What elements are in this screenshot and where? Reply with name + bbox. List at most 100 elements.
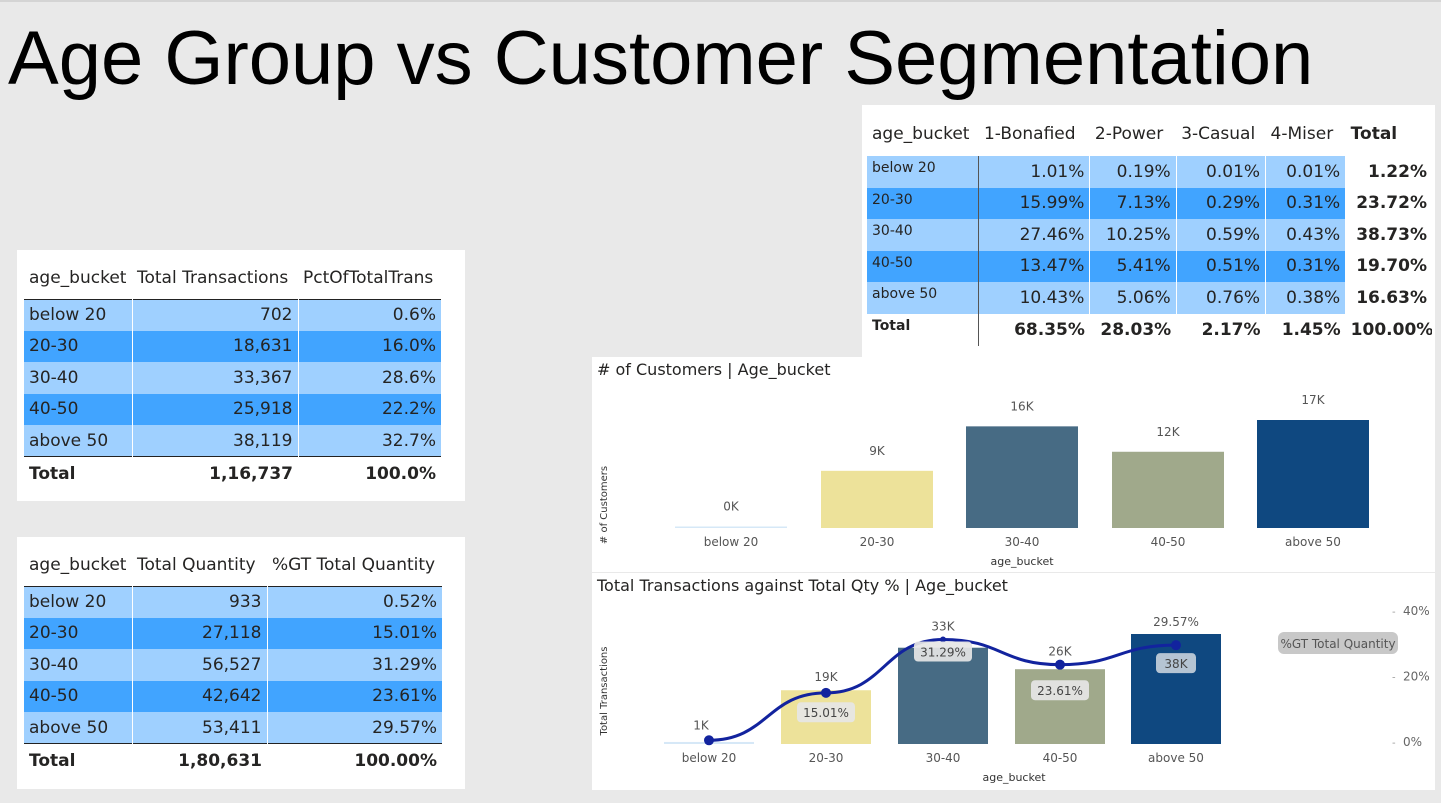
line-data-label: 23.61% [1037, 684, 1083, 698]
customers-chart-ylabel: # of Customers [599, 466, 610, 544]
y2-tick-label: 0% [1403, 735, 1422, 749]
table-cell: 33,367 [131, 362, 298, 394]
column-header[interactable]: age_bucket [29, 555, 127, 576]
line-data-label: 31.29% [920, 646, 966, 660]
table-cell: 0.59% [1175, 219, 1266, 251]
table-cell: 5.06% [1089, 282, 1177, 314]
segment-matrix-card: age_bucket 1-Bonafied 2-Power 3-Casual 4-Mis… [862, 105, 1435, 357]
table-cell: 31.29% [266, 649, 442, 681]
page-title: Age Group vs Customer Segmentation [8, 16, 1314, 101]
table-cell: above 50 [29, 717, 109, 738]
table-row: above 50 38,119 32.7% [24, 425, 441, 457]
table-cell: 0.43% [1265, 219, 1346, 251]
line-series [708, 638, 1177, 742]
table-cell: 40-50 [29, 686, 79, 707]
column-header[interactable]: age_bucket [872, 124, 970, 144]
table-row: 30-40 33,367 28.6% [24, 362, 441, 394]
transactions-table-card: age_bucket Total Transactions PctOfTotalTr… [17, 250, 465, 501]
table-cell: 53,411 [131, 712, 267, 744]
table-row: 30-40 27.46% 10.25% 0.59% 0.43% 38.73% [867, 219, 1432, 251]
line-point [1055, 659, 1065, 670]
customers-chart-xlabel: age_bucket [990, 555, 1054, 568]
table-cell: 0.52% [266, 586, 442, 618]
total-cell: 100.00% [354, 750, 437, 771]
column-header[interactable]: age_bucket [29, 268, 127, 289]
y2-tick-mark: - [1392, 607, 1396, 618]
column-header[interactable]: 3-Casual [1181, 124, 1256, 144]
table-cell: 0.76% [1175, 282, 1266, 314]
table-cell: 30-40 [867, 219, 980, 251]
table-cell: below 20 [867, 156, 980, 188]
table-cell: 30-40 [29, 367, 79, 388]
data-label: 17K [1301, 393, 1325, 407]
table-cell: 10.25% [1089, 219, 1177, 251]
column-header[interactable]: Total Transactions [137, 268, 289, 289]
column-header[interactable]: PctOfTotalTrans [303, 268, 434, 289]
table-cell: 19.70% [1345, 250, 1432, 282]
table-cell: 16.0% [297, 330, 441, 362]
total-cell: 100.0% [365, 463, 436, 484]
bar [1257, 420, 1369, 528]
table-cell: 42,642 [131, 680, 267, 712]
tick-label: above 50 [1148, 751, 1204, 765]
y2-tick-mark: - [1392, 673, 1396, 684]
top-border [0, 0, 1441, 2]
tick-label: 20-30 [860, 535, 895, 549]
table-cell: 15.01% [266, 617, 442, 649]
tick-label: 30-40 [1005, 535, 1040, 549]
table-cell: 0.01% [1265, 156, 1346, 188]
tick-label: 20-30 [809, 751, 844, 765]
table-cell: 40-50 [29, 399, 79, 420]
data-label: 9K [869, 444, 886, 458]
bar [1112, 451, 1224, 528]
transactions-qty-chart: Total Transactions age_bucket below 20 20… [599, 604, 1430, 784]
table-cell: 23.72% [1345, 187, 1432, 219]
table-row: below 20 702 0.6% [24, 299, 441, 331]
total-row: Total 1,16,737 100.0% [24, 456, 441, 491]
column-header[interactable]: 2-Power [1094, 124, 1164, 144]
table-cell: 28.6% [297, 362, 441, 394]
table-row: 40-50 25,918 22.2% [24, 393, 441, 425]
table-row: 40-50 13.47% 5.41% 0.51% 0.31% 19.70% [867, 250, 1432, 282]
tick-label: 30-40 [926, 751, 961, 765]
table-cell: 22.2% [297, 393, 441, 425]
table-cell: above 50 [867, 282, 980, 314]
bar [1131, 634, 1221, 744]
table-cell: 20-30 [867, 187, 980, 219]
column-header[interactable]: Total Quantity [137, 555, 256, 576]
table-cell: 30-40 [29, 654, 79, 675]
table-cell: 16.63% [1345, 282, 1432, 314]
tick-label: 40-50 [1151, 535, 1186, 549]
line-data-label: 29.57% [1153, 615, 1199, 629]
table-cell: 7.13% [1089, 187, 1177, 219]
line-data-label: 15.01% [803, 706, 849, 720]
y2-tick-mark: - [1392, 738, 1396, 749]
table-cell: 27.46% [978, 219, 1090, 251]
tick-label: below 20 [682, 751, 737, 765]
table-cell: 0.29% [1175, 187, 1266, 219]
data-label-badge [1156, 653, 1196, 674]
legend-badge [1278, 632, 1398, 654]
column-header[interactable]: Total [1350, 124, 1398, 144]
total-cell: Total [29, 750, 76, 771]
total-cell: 28.03% [1100, 319, 1172, 340]
segment-matrix: age_bucket 1-Bonafied 2-Power 3-Casual 4-Mis… [867, 112, 1432, 346]
column-header[interactable]: 4-Miser [1270, 124, 1334, 144]
data-label: 16K [1010, 399, 1034, 413]
tick-label: below 20 [704, 535, 759, 549]
table-row: above 50 53,411 29.57% [24, 712, 442, 744]
line-point [1171, 640, 1181, 651]
table-cell: 23.61% [266, 680, 442, 712]
transactions-qty-chart-ylabel: Total Transactions [599, 647, 610, 737]
table-cell: 20-30 [29, 336, 79, 357]
total-row: Total 1,80,631 100.00% [24, 743, 442, 778]
column-header[interactable]: 1-Bonafied [983, 124, 1076, 144]
table-row: below 20 933 0.52% [24, 586, 442, 618]
bar [898, 647, 988, 744]
bar [821, 470, 933, 528]
table-cell: 32.7% [297, 425, 441, 457]
tick-label: 40-50 [1043, 751, 1078, 765]
table-cell: 0.51% [1175, 250, 1266, 282]
data-label: 19K [814, 670, 838, 684]
column-header[interactable]: %GT Total Quantity [272, 555, 436, 576]
